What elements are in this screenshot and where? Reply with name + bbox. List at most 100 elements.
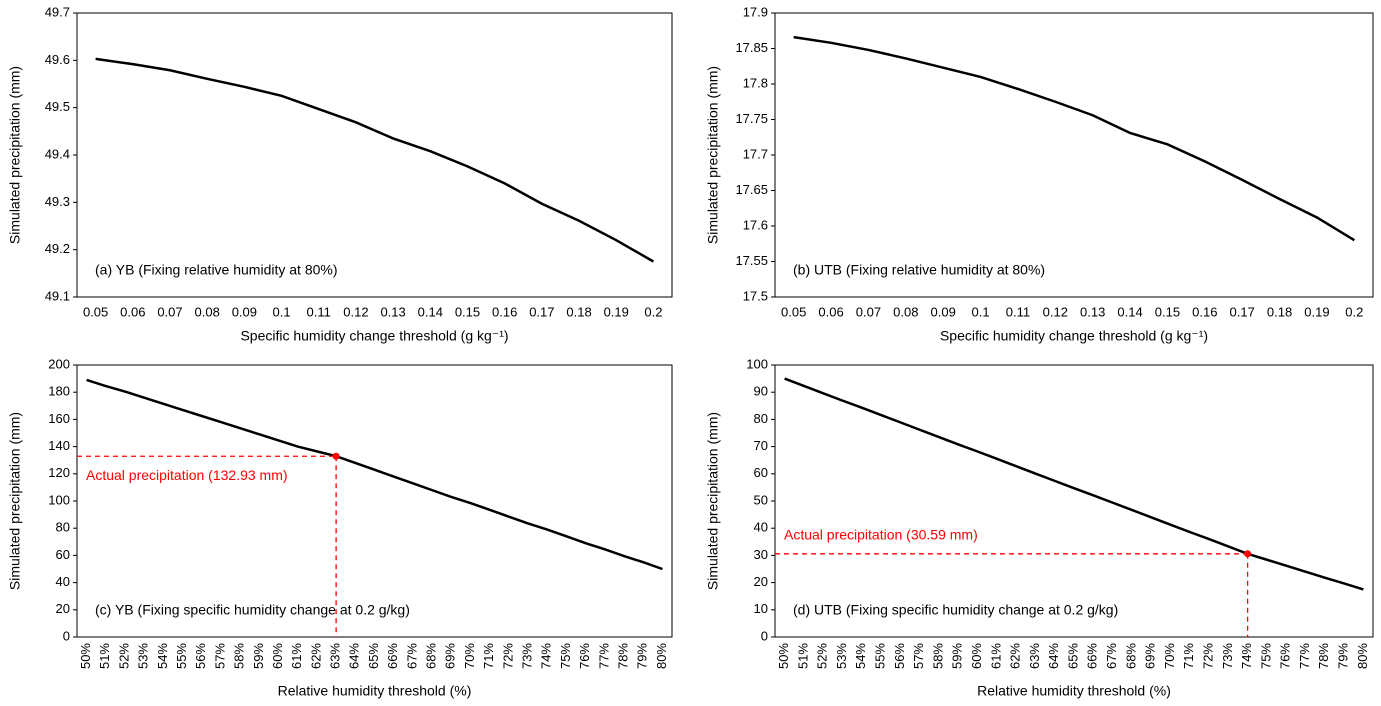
x-tick-label: 74% [539, 643, 554, 669]
x-tick-label: 67% [1104, 643, 1119, 669]
x-tick-label: 69% [1143, 643, 1158, 669]
x-tick-label: 75% [1258, 643, 1273, 669]
x-tick-label: 0.09 [931, 304, 956, 319]
x-tick-label: 0.05 [83, 304, 108, 319]
x-tick-label: 66% [385, 643, 400, 669]
x-tick-label: 73% [1220, 643, 1235, 669]
y-tick-label: 0 [63, 628, 70, 643]
x-tick-label: 76% [577, 643, 592, 669]
x-tick-label: 62% [308, 643, 323, 669]
x-tick-label: 64% [1046, 643, 1061, 669]
x-tick-label: 72% [1200, 643, 1215, 669]
y-tick-label: 100 [48, 492, 70, 507]
y-tick-label: 180 [48, 384, 70, 399]
y-tick-label: 40 [56, 574, 70, 589]
x-tick-label: 69% [443, 643, 458, 669]
data-line [95, 57, 655, 263]
x-tick-label: 57% [212, 643, 227, 669]
x-tick-label: 62% [1008, 643, 1023, 669]
x-tick-label: 64% [347, 643, 362, 669]
x-axis-label: Relative humidity threshold (%) [977, 683, 1171, 699]
y-tick-label: 80 [754, 411, 768, 426]
x-tick-label: 65% [366, 643, 381, 669]
y-tick-label: 49.6 [45, 52, 70, 67]
x-tick-label: 63% [328, 643, 343, 669]
x-tick-label: 0.13 [1080, 304, 1105, 319]
x-tick-label: 60% [969, 643, 984, 669]
x-tick-label: 0.06 [120, 304, 145, 319]
x-tick-label: 51% [795, 643, 810, 669]
plot-frame [774, 364, 1374, 638]
x-tick-label: 0.2 [1345, 304, 1363, 319]
y-axis-label: Simulated precipitation (mm) [705, 66, 721, 244]
x-tick-label: 0.18 [566, 304, 591, 319]
y-tick-label: 17.75 [735, 111, 768, 126]
x-tick-label: 0.12 [1043, 304, 1068, 319]
x-tick-label: 51% [97, 643, 112, 669]
y-tick-label: 49.3 [45, 194, 70, 209]
y-axis-label: Simulated precipitation (mm) [7, 412, 23, 590]
x-tick-label: 0.2 [644, 304, 662, 319]
y-tick-label: 49.4 [45, 146, 70, 161]
y-tick-label: 200 [48, 356, 70, 371]
x-tick-label: 79% [1336, 643, 1351, 669]
y-tick-label: 160 [48, 411, 70, 426]
y-tick-label: 70 [754, 438, 768, 453]
x-tick-label: 65% [1065, 643, 1080, 669]
x-tick-label: 66% [1085, 643, 1100, 669]
x-tick-label: 78% [1316, 643, 1331, 669]
x-tick-label: 74% [1239, 643, 1254, 669]
x-tick-label: 60% [270, 643, 285, 669]
y-tick-label: 49.2 [45, 241, 70, 256]
y-tick-label: 120 [48, 465, 70, 480]
x-tick-label: 77% [596, 643, 611, 669]
x-tick-label: 56% [193, 643, 208, 669]
y-tick-label: 17.8 [743, 75, 768, 90]
x-tick-label: 50% [78, 643, 93, 669]
x-tick-label: 78% [615, 643, 630, 669]
reference-point [1244, 550, 1252, 558]
x-tick-label: 0.06 [818, 304, 843, 319]
x-tick-label: 53% [834, 643, 849, 669]
y-tick-label: 50 [754, 492, 768, 507]
x-tick-label: 0.12 [343, 304, 368, 319]
x-tick-label: 0.15 [1155, 304, 1180, 319]
x-tick-label: 57% [911, 643, 926, 669]
y-tick-label: 17.65 [735, 182, 768, 197]
x-tick-label: 0.17 [529, 304, 554, 319]
x-tick-label: 0.11 [1006, 304, 1030, 319]
x-tick-label: 53% [136, 643, 151, 669]
data-line [793, 35, 1355, 242]
x-tick-label: 54% [155, 643, 170, 669]
x-tick-label: 59% [950, 643, 965, 669]
x-tick-label: 68% [1123, 643, 1138, 669]
x-tick-label: 58% [232, 643, 247, 669]
y-tick-label: 140 [48, 438, 70, 453]
y-tick-label: 30 [754, 547, 768, 562]
x-tick-label: 73% [519, 643, 534, 669]
y-tick-label: 17.5 [743, 288, 768, 303]
x-tick-label: 75% [558, 643, 573, 669]
y-tick-label: 20 [754, 574, 768, 589]
x-tick-label: 0.07 [856, 304, 881, 319]
y-tick-label: 20 [56, 601, 70, 616]
plot-frame [76, 12, 673, 298]
x-tick-label: 0.19 [604, 304, 629, 319]
y-tick-label: 49.5 [45, 99, 70, 114]
annotation: Actual precipitation (132.93 mm) [86, 467, 288, 483]
x-tick-label: 67% [404, 643, 419, 669]
y-tick-label: 17.55 [735, 253, 768, 268]
x-tick-label: 0.05 [781, 304, 806, 319]
y-tick-label: 10 [754, 601, 768, 616]
y-tick-label: 80 [56, 520, 70, 535]
x-tick-label: 0.16 [1192, 304, 1217, 319]
y-tick-label: 60 [56, 547, 70, 562]
x-tick-label: 0.1 [972, 304, 990, 319]
x-tick-label: 77% [1297, 643, 1312, 669]
x-tick-label: 76% [1278, 643, 1293, 669]
reference-point [332, 452, 340, 460]
y-tick-label: 0 [761, 628, 768, 643]
x-tick-label: 56% [892, 643, 907, 669]
y-tick-label: 60 [754, 465, 768, 480]
x-tick-label: 0.07 [157, 304, 182, 319]
